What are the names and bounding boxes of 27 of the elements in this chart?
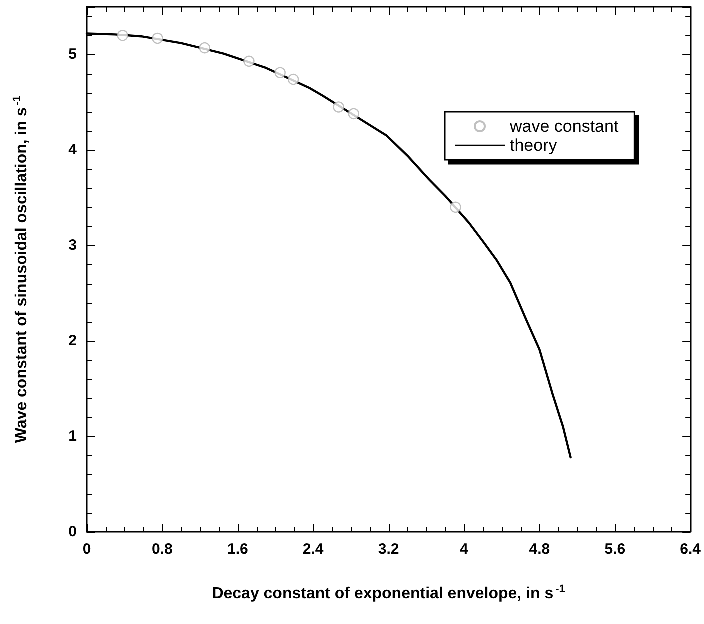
legend-label: theory [510,136,558,155]
point [333,102,344,113]
y-tick-label: 3 [68,237,77,254]
y-tick-label: 1 [68,428,77,446]
x-tick-label: 4 [460,541,470,558]
y-axis-title: Wave constant of sinusoidal oscillation, in s-1 [12,96,30,444]
y-tick-label: 2 [68,332,77,350]
y-tick-label: 0 [68,524,77,540]
point [244,56,255,68]
x-tick-label: 6.4 [680,541,702,558]
y-tick-label: 5 [68,46,77,64]
x-tick-label: 4.8 [529,541,550,558]
x-tick-label: 0.8 [152,541,173,558]
y-tick-label: 4 [68,142,78,159]
legend-label: wave constant [509,117,619,136]
x-tick-label: 0 [82,541,92,558]
x-tick-label: 2.4 [302,541,324,558]
point [274,67,286,78]
point [117,30,128,42]
point [450,202,462,214]
x-tick-label: 1.6 [227,541,248,558]
x-tick-label: 5.6 [604,541,626,558]
point [288,74,300,86]
point [199,42,210,54]
point [348,108,360,120]
point [152,32,164,44]
x-tick-label: 3.2 [378,541,400,558]
